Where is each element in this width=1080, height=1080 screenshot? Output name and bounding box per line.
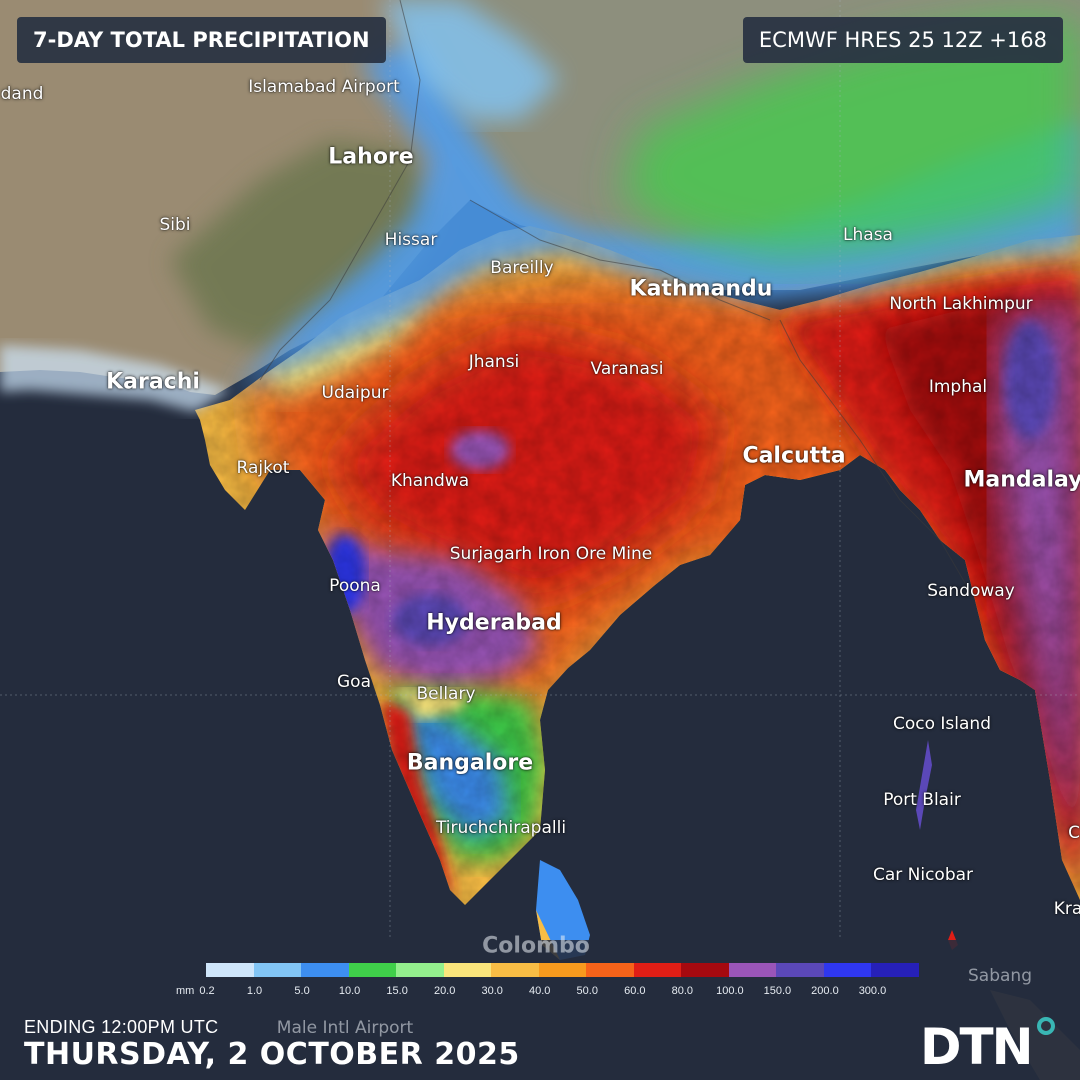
scale-tick-label: 20.0 (433, 985, 456, 997)
scale-swatch (586, 963, 634, 977)
place-label-car-nicobar: Car Nicobar (872, 865, 974, 885)
place-label-north-lakhimpur: North Lakhimpur (889, 294, 1033, 314)
graticule (0, 0, 1080, 940)
scale-swatch (871, 963, 919, 977)
scale-swatch (301, 963, 349, 977)
land-indus-green (170, 140, 440, 350)
place-label-imphal: Imphal (928, 377, 988, 397)
scale-tick-label: 5.0 (294, 985, 310, 997)
place-label-sabang: Sabang (968, 966, 1032, 986)
place-label-kathmandu: Kathmandu (629, 276, 773, 302)
scale-swatch (348, 963, 397, 977)
scale-tick-label: 15.0 (386, 985, 408, 997)
place-label-khandwa: Khandwa (390, 471, 470, 491)
dtn-logo-dot-icon (1037, 1017, 1055, 1035)
place-label-sandoway: Sandoway (927, 581, 1015, 601)
place-label-calcutta: Calcutta (742, 443, 846, 469)
scale-swatch (538, 963, 587, 977)
scale-swatch (823, 963, 872, 977)
scale-tick-label: 60.0 (624, 985, 646, 997)
place-label-sibi: Sibi (159, 215, 191, 235)
scale-tick-label: 10.0 (338, 985, 361, 997)
place-label-male: Male Intl Airport (276, 1018, 414, 1038)
place-label-lhasa: Lhasa (843, 225, 893, 245)
valid-time-label: ENDING 12:00PM UTC (24, 1017, 219, 1037)
scale-tick-label: 80.0 (671, 985, 694, 997)
place-label-rajkot: Rajkot (236, 458, 290, 478)
scale-swatch (206, 963, 254, 977)
valid-date-label: THURSDAY, 2 OCTOBER 2025 (24, 1037, 520, 1072)
place-label-lahore: Lahore (328, 144, 414, 170)
place-label-port-blair: Port Blair (883, 790, 961, 810)
scale-tick-label: 40.0 (529, 985, 551, 997)
place-label-tiruchchirapalli: Tiruchchirapalli (435, 818, 567, 838)
scale-swatch (443, 963, 492, 977)
place-label-dand: dand (0, 84, 44, 104)
place-label-kra: Kra (1053, 899, 1080, 919)
scale-swatch (253, 963, 302, 977)
scale-tick-label: 1.0 (246, 985, 263, 997)
place-label-goa: Goa (337, 672, 371, 692)
place-label-surjagarh: Surjagarh Iron Ore Mine (449, 544, 653, 564)
precipitation-color-scale (206, 963, 919, 977)
scale-tick-label: 50.0 (576, 985, 598, 997)
place-label-mandalay: Mandalay (963, 467, 1080, 493)
dtn-logo-text: DTN (920, 1018, 1031, 1070)
country-borders (259, 0, 976, 601)
scale-swatch (491, 963, 539, 977)
place-label-colombo: Colombo (482, 933, 590, 959)
scale-unit-label: mm (176, 985, 195, 997)
scale-swatch (728, 963, 777, 977)
precip-northwest-blue (380, 0, 560, 120)
place-label-karachi: Karachi (106, 369, 200, 395)
place-label-udaipur: Udaipur (321, 383, 389, 403)
scale-tick-label: 300.0 (858, 985, 887, 997)
map-title-badge: 7-DAY TOTAL PRECIPITATION (17, 17, 386, 63)
place-label-hyderabad: Hyderabad (426, 610, 562, 636)
precip-tibet-green (620, 20, 1080, 260)
place-label-bellary: Bellary (416, 684, 476, 704)
scale-tick-label: 150.0 (763, 985, 792, 997)
sri-lanka (536, 860, 590, 960)
scale-tick-label: 200.0 (811, 985, 839, 997)
place-label-varanasi: Varanasi (590, 359, 664, 379)
place-label-hissar: Hissar (384, 230, 438, 250)
scale-tick-labels: 0.2 1.0 5.0 10.0 15.0 20.0 30.0 40.0 50.0 60.0 80.… (160, 985, 920, 1001)
scale-swatch (776, 963, 824, 977)
scale-swatch (633, 963, 682, 977)
scale-tick-label: 30.0 (481, 985, 503, 997)
place-label-poona: Poona (329, 576, 381, 596)
precip-coast-light (0, 345, 230, 412)
precip-himalaya-band (230, 40, 1080, 395)
place-label-islamabad: Islamabad Airport (248, 77, 400, 97)
scale-tick-label: 0.2 (199, 985, 215, 997)
scale-tick-label: 100.0 (716, 985, 744, 997)
andaman-islands (916, 740, 932, 830)
scale-swatch (681, 963, 729, 977)
dtn-logo: DTN (920, 1017, 1055, 1070)
place-label-bangalore: Bangalore (406, 750, 534, 776)
place-label-bareilly: Bareilly (490, 258, 554, 278)
place-label-jhansi: Jhansi (468, 352, 520, 372)
place-label-coco-island: Coco Island (893, 714, 991, 734)
place-label-c: C (1068, 823, 1080, 843)
model-run-badge: ECMWF HRES 25 12Z +168 (742, 17, 1063, 63)
scale-swatch (396, 963, 444, 977)
